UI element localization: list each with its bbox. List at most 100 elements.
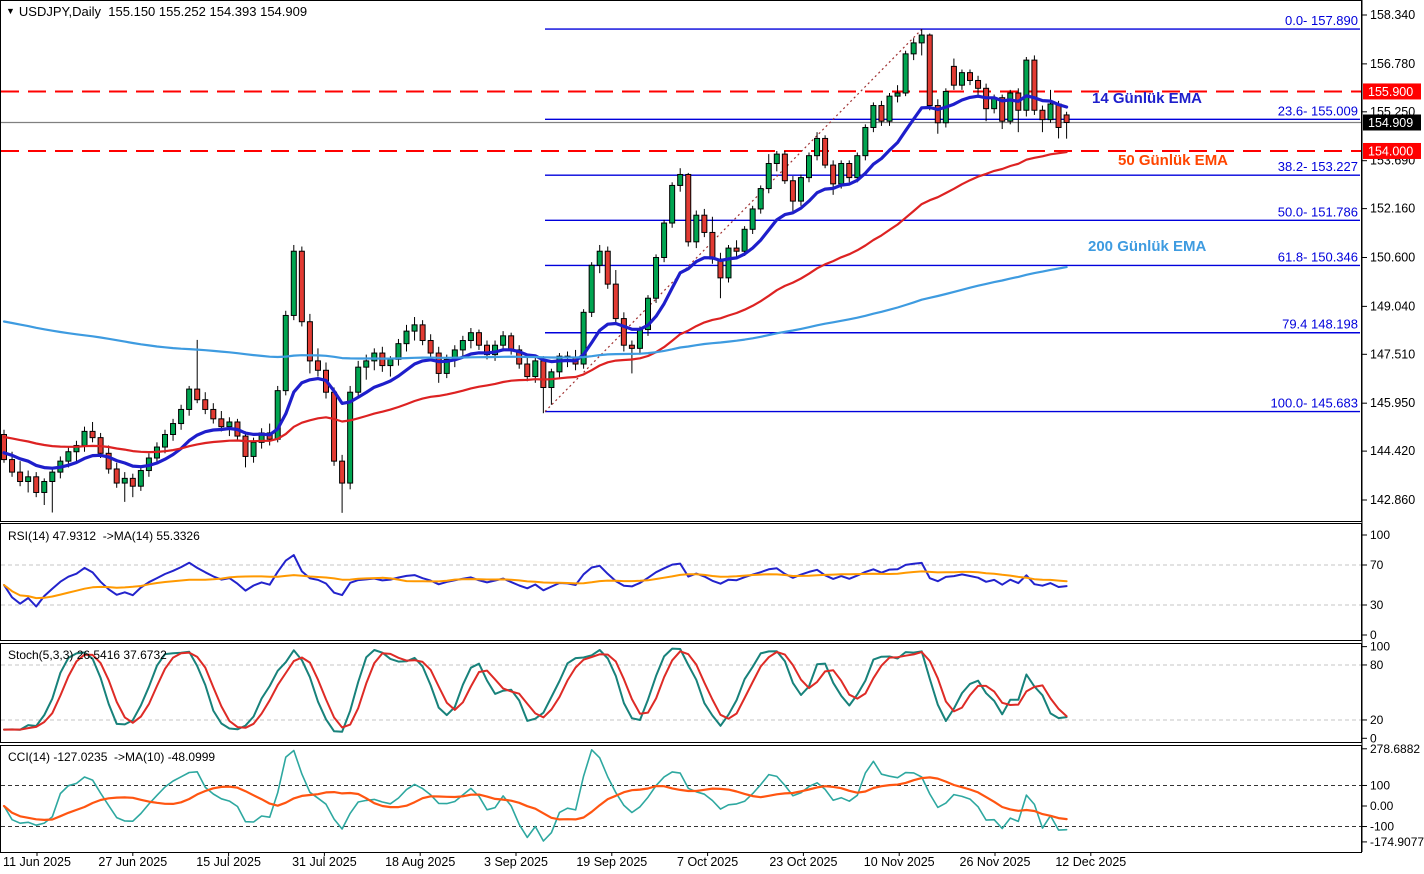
candle-down	[822, 137, 829, 166]
date-label: 11 Jun 2025	[3, 855, 71, 869]
candle-down	[202, 399, 209, 410]
candle-down	[709, 231, 716, 260]
fib-label: 79.4 148.198	[1282, 317, 1358, 332]
stochastic-axis-label: 100	[1370, 640, 1390, 654]
price-badge-label: 155.900	[1368, 85, 1413, 99]
rsi-line	[3, 554, 1068, 608]
candle-down	[89, 430, 96, 439]
stochastic-axis-label: 0	[1370, 731, 1377, 745]
cci-axis-label: 0.00	[1370, 799, 1394, 813]
candle-up	[467, 332, 474, 342]
candle-down	[475, 332, 482, 346]
candle-up	[669, 184, 676, 224]
candle-down	[975, 79, 982, 89]
price-tick-label: 144.420	[1370, 444, 1415, 458]
candle-up	[765, 163, 772, 190]
candle-down	[129, 477, 136, 487]
candle-up	[73, 444, 80, 453]
stochastic-d-line	[3, 650, 1068, 731]
date-label: 15 Jul 2025	[196, 855, 261, 869]
candle-up	[902, 53, 909, 94]
candle-down	[1063, 114, 1070, 123]
candle-up	[459, 340, 466, 351]
date-label: 27 Jun 2025	[98, 855, 167, 869]
ema50-line	[2, 150, 1068, 454]
date-label: 3 Sep 2025	[484, 855, 548, 869]
candle-up	[363, 360, 370, 368]
candle-up	[556, 355, 563, 373]
price-tick-label: 145.950	[1370, 396, 1415, 410]
cci-axis-label: -174.9077	[1370, 835, 1424, 849]
candle-down	[846, 163, 853, 179]
candle-up	[741, 228, 748, 252]
candle-up	[797, 177, 804, 202]
candle-up	[854, 155, 861, 179]
candle-up	[773, 153, 780, 165]
symbol-dropdown-icon[interactable]: ▼	[6, 6, 15, 16]
candle-down	[926, 34, 933, 107]
ema200-line	[2, 266, 1068, 360]
candle-up	[371, 352, 378, 362]
candle-up	[894, 92, 901, 97]
candle-up	[49, 471, 56, 483]
candle-down	[435, 352, 442, 374]
candle-up	[749, 208, 756, 230]
candle-down	[113, 468, 120, 484]
price-badge-label: 154.000	[1368, 144, 1413, 158]
date-label: 19 Sep 2025	[576, 855, 647, 869]
candle-down	[612, 283, 619, 320]
candle-down	[298, 250, 305, 323]
candle-up	[500, 335, 507, 346]
candle-up	[387, 358, 394, 367]
candle-down	[685, 173, 692, 243]
stochastic-axis-label: 80	[1370, 658, 1384, 672]
candle-up	[178, 408, 185, 425]
candle-up	[355, 366, 362, 393]
candle-up	[411, 324, 418, 332]
candle-down	[620, 318, 627, 346]
candle-down	[194, 388, 201, 401]
candle-down	[1, 434, 7, 461]
fib-label: 61.8- 150.346	[1278, 249, 1358, 264]
price-tick-label: 142.860	[1370, 493, 1415, 507]
price-badge	[1363, 83, 1421, 100]
candle-up	[137, 470, 144, 487]
candle-up	[757, 188, 764, 210]
candle-up	[1023, 59, 1030, 111]
candle-down	[210, 408, 217, 420]
rsi-axis-label: 30	[1370, 598, 1384, 612]
candle-down	[789, 180, 796, 202]
candle-up	[532, 360, 539, 378]
candle-down	[339, 460, 346, 484]
rsi-ma-line	[3, 570, 1068, 600]
candle-down	[878, 105, 885, 122]
candle-up	[636, 329, 643, 349]
candle-up	[838, 163, 845, 185]
cci-axis-label: -100	[1370, 820, 1394, 834]
candle-up	[186, 388, 193, 410]
cci-axis-label: 100	[1370, 778, 1390, 792]
candle-up	[806, 155, 812, 179]
candle-up	[645, 297, 651, 331]
candle-up	[25, 476, 32, 483]
candle-up	[81, 430, 88, 446]
fib-label: 50.0- 151.786	[1278, 204, 1358, 219]
candle-down	[950, 65, 957, 86]
candle-up	[170, 423, 177, 436]
candle-down	[105, 452, 112, 470]
candle-down	[934, 105, 941, 124]
price-badge	[1363, 142, 1421, 159]
candle-up	[958, 72, 965, 86]
candle-down	[419, 324, 426, 342]
candle-down	[830, 164, 837, 185]
candle-down	[242, 435, 249, 457]
stochastic-axis-label: 20	[1370, 713, 1384, 727]
candle-down	[733, 247, 740, 252]
rsi-axis-label: 100	[1370, 528, 1390, 542]
candlestick-series	[1, 29, 1070, 513]
candle-up	[226, 421, 233, 428]
candle-down	[628, 344, 635, 349]
date-label: 10 Nov 2025	[864, 855, 935, 869]
